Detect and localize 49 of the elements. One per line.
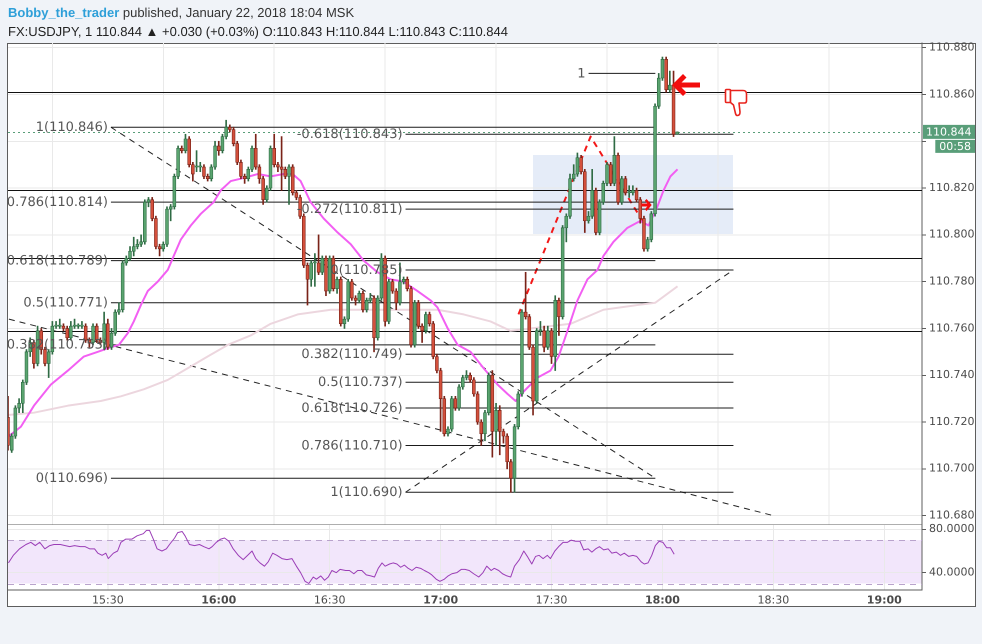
candlestick xyxy=(338,276,343,326)
y-tick-label: 110.700 xyxy=(929,462,974,475)
candlestick xyxy=(553,295,558,371)
y-tick-label: 110.720 xyxy=(929,414,974,428)
candlestick xyxy=(357,290,362,304)
x-tick-label: 18:00 xyxy=(644,593,680,606)
y-tick-label: 110.760 xyxy=(929,321,974,334)
candlestick xyxy=(320,256,324,275)
annotation: 0.5(110.737) xyxy=(318,375,403,390)
x-tick-label: 17:30 xyxy=(536,593,568,606)
y-tick-label: 110.680 xyxy=(929,508,974,522)
candlestick xyxy=(194,150,198,172)
annotation: 1 xyxy=(577,66,586,82)
candlestick xyxy=(620,176,624,205)
chart-title: Bobby_the_trader published, January 22, 2018 18:04 MSK xyxy=(8,5,354,20)
annotation: 0.786(110.710) xyxy=(301,438,403,454)
y-tick-label: 110.880 xyxy=(929,40,974,54)
annotation: 0(110.696) xyxy=(36,471,108,486)
y-tick-label: 40.0000 xyxy=(929,566,974,579)
y-tick-label: 110.820 xyxy=(929,180,974,194)
candlestick xyxy=(546,326,550,350)
x-tick-label: 15:30 xyxy=(92,593,124,606)
candlestick xyxy=(412,300,417,348)
annotation: -0.618(110.843) xyxy=(296,127,403,142)
candlestick xyxy=(216,140,221,156)
ref-line-label: 110.844 xyxy=(926,125,972,138)
annotation: 1(110.690) xyxy=(330,485,403,500)
candlestick xyxy=(142,199,147,245)
x-tick-label: 19:00 xyxy=(866,593,902,606)
y-tick-label: 110.860 xyxy=(929,87,974,100)
y-tick-label: 110.800 xyxy=(929,228,974,241)
candlestick xyxy=(498,405,502,456)
candlestick xyxy=(424,312,428,334)
annotation: 0.382(110.749) xyxy=(301,347,403,362)
x-tick-label: 16:30 xyxy=(314,593,346,606)
annotation: 0.5(110.771) xyxy=(23,296,108,311)
y-tick-label: 80.0000 xyxy=(929,522,974,536)
x-tick-label: 18:30 xyxy=(758,593,790,606)
y-tick-label: 110.740 xyxy=(929,368,974,382)
text: 00:58 xyxy=(939,140,971,153)
annotation: 1(110.846) xyxy=(36,120,108,136)
chart-subtitle: FX:USDJPY, 1 110.844 ▲ +0.030 (+0.03%) O:110.843 H:110.844 L:110.843 C:110.844 xyxy=(8,24,508,39)
candlestick xyxy=(608,162,613,186)
candlestick xyxy=(180,146,184,154)
candlestick xyxy=(198,162,202,172)
x-tick-label: 17:00 xyxy=(423,593,458,606)
x-tick-label: 16:00 xyxy=(201,593,237,606)
annotation: 0.618(110.726) xyxy=(301,400,403,416)
y-tick-label: 110.780 xyxy=(929,274,974,288)
